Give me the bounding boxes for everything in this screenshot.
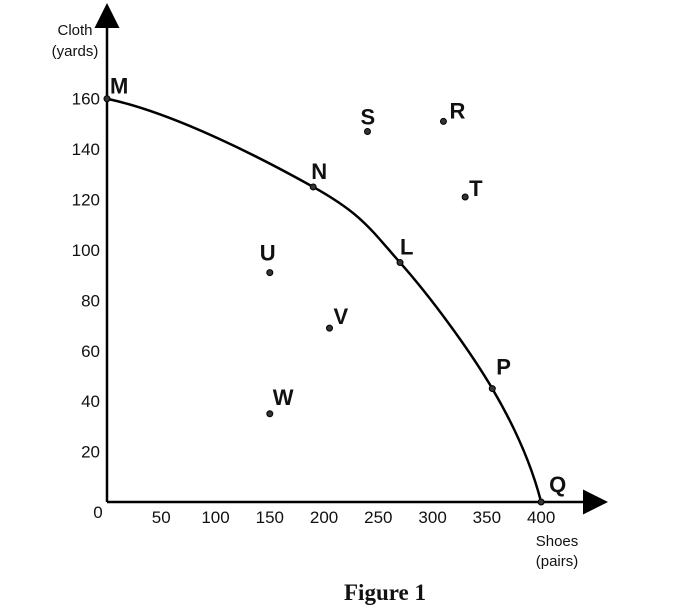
y-tick-label: 140 xyxy=(72,140,100,159)
data-point xyxy=(461,193,469,201)
data-point xyxy=(103,95,111,103)
x-axis-label: Shoes xyxy=(536,533,579,550)
data-point xyxy=(266,269,274,277)
point-label: M xyxy=(110,74,128,99)
point-label: P xyxy=(496,355,511,380)
y-tick-label: 20 xyxy=(81,443,100,462)
figure-caption: Figure 1 xyxy=(344,580,426,605)
point-label: W xyxy=(273,385,294,410)
x-tick-label: 100 xyxy=(201,508,229,527)
x-tick-label: 250 xyxy=(364,508,392,527)
y-tick-label: 80 xyxy=(81,291,100,310)
y-tick-label: 160 xyxy=(72,90,100,109)
data-point xyxy=(363,128,371,135)
data-point xyxy=(309,183,317,191)
point-label: T xyxy=(469,176,483,201)
y-tick-label: 100 xyxy=(72,241,100,260)
point-label: Q xyxy=(549,472,566,497)
point-label: V xyxy=(333,304,348,329)
data-point xyxy=(439,117,447,125)
point-label: L xyxy=(400,235,413,260)
point-label: N xyxy=(311,159,327,184)
data-point xyxy=(396,259,404,267)
point-label: R xyxy=(449,98,465,123)
y-tick-label: 40 xyxy=(81,392,100,411)
x-axis-label: (pairs) xyxy=(536,553,579,570)
y-tick-label: 60 xyxy=(81,342,100,361)
x-tick-label: 0 xyxy=(93,503,102,522)
data-point xyxy=(266,410,274,418)
x-tick-label: 400 xyxy=(527,508,555,527)
x-tick-label: 200 xyxy=(310,508,338,527)
point-label: S xyxy=(360,105,375,130)
y-tick-label: 120 xyxy=(72,191,100,210)
x-tick-label: 300 xyxy=(418,508,446,527)
y-axis-label: Cloth xyxy=(57,22,92,39)
x-tick-label: 150 xyxy=(256,508,284,527)
data-point xyxy=(488,385,496,393)
y-axis-label: (yards) xyxy=(52,43,99,60)
data-point xyxy=(537,498,545,506)
data-point xyxy=(325,324,333,332)
x-tick-label: 50 xyxy=(152,508,171,527)
x-tick-label: 350 xyxy=(473,508,501,527)
point-label: U xyxy=(260,241,276,266)
